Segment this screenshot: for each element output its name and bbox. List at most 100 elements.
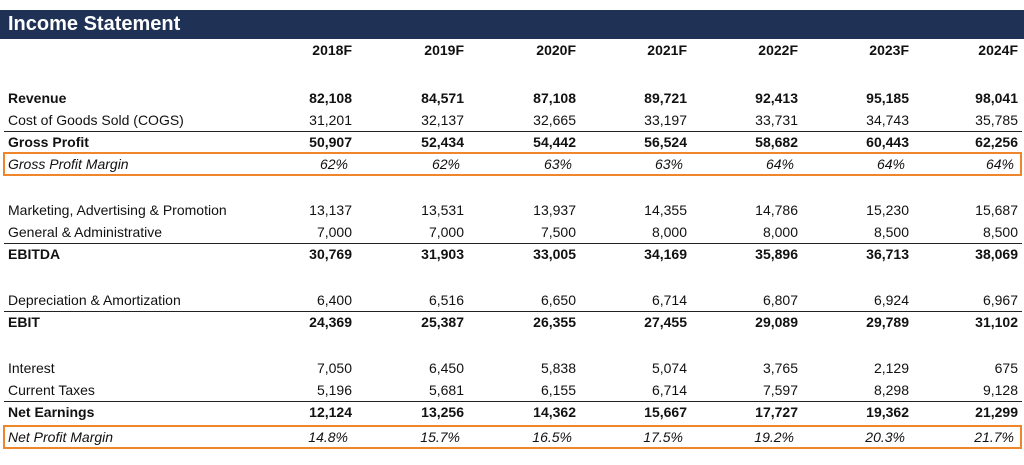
- cell-value: 20.3%: [865, 429, 905, 445]
- row-label: Interest: [8, 360, 55, 376]
- cell-value: 38,069: [975, 246, 1018, 262]
- cell-value: 24,369: [309, 314, 352, 330]
- cell-value: 32,137: [421, 112, 464, 128]
- cell-value: 3,765: [762, 360, 798, 376]
- highlight-box: [3, 152, 1022, 176]
- cell-value: 12,124: [309, 404, 352, 420]
- cell-value: 64%: [765, 156, 794, 172]
- cell-value: 7,597: [762, 382, 798, 398]
- cell-value: 15,687: [975, 202, 1018, 218]
- cell-value: 27,455: [644, 314, 687, 330]
- row-label: Net Profit Margin: [8, 429, 114, 445]
- cell-value: 17,727: [755, 404, 798, 420]
- cell-value: 19.2%: [754, 429, 794, 445]
- cell-value: 25,387: [421, 314, 464, 330]
- cell-value: 2,129: [873, 360, 909, 376]
- row-label: EBITDA: [8, 246, 61, 262]
- cell-value: 6,400: [316, 292, 352, 308]
- cell-value: 13,531: [421, 202, 464, 218]
- cell-value: 63%: [654, 156, 683, 172]
- column-header: 2019F: [424, 42, 464, 58]
- cell-value: 35,785: [975, 112, 1018, 128]
- cell-value: 35,896: [755, 246, 798, 262]
- cell-value: 8,000: [651, 224, 687, 240]
- cell-value: 15,667: [644, 404, 687, 420]
- title-bar: Income Statement: [0, 10, 1024, 39]
- row-rule: [4, 401, 1022, 402]
- cell-value: 56,524: [644, 134, 687, 150]
- cell-value: 8,500: [982, 224, 1018, 240]
- cell-value: 6,450: [428, 360, 464, 376]
- row-label: Net Earnings: [8, 404, 95, 420]
- column-header: 2021F: [647, 42, 687, 58]
- cell-value: 13,137: [309, 202, 352, 218]
- column-header: 2022F: [758, 42, 798, 58]
- cell-value: 89,721: [644, 90, 687, 106]
- cell-value: 84,571: [421, 90, 464, 106]
- cell-value: 6,967: [982, 292, 1018, 308]
- cell-value: 14,355: [644, 202, 687, 218]
- cell-value: 60,443: [866, 134, 909, 150]
- cell-value: 36,713: [866, 246, 909, 262]
- cell-value: 6,924: [873, 292, 909, 308]
- cell-value: 5,196: [316, 382, 352, 398]
- cell-value: 7,000: [428, 224, 464, 240]
- cell-value: 58,682: [755, 134, 798, 150]
- cell-value: 8,298: [873, 382, 909, 398]
- cell-value: 62%: [319, 156, 348, 172]
- cell-value: 31,201: [309, 112, 352, 128]
- cell-value: 33,197: [644, 112, 687, 128]
- cell-value: 31,903: [421, 246, 464, 262]
- row-label: Cost of Goods Sold (COGS): [8, 112, 184, 128]
- row-label: Gross Profit: [8, 134, 89, 150]
- cell-value: 7,500: [540, 224, 576, 240]
- cell-value: 26,355: [533, 314, 576, 330]
- cell-value: 87,108: [533, 90, 576, 106]
- cell-value: 17.5%: [643, 429, 683, 445]
- cell-value: 7,050: [316, 360, 352, 376]
- cell-value: 6,714: [651, 382, 687, 398]
- cell-value: 6,714: [651, 292, 687, 308]
- cell-value: 16.5%: [532, 429, 572, 445]
- row-label: Marketing, Advertising & Promotion: [8, 202, 227, 218]
- cell-value: 15,230: [866, 202, 909, 218]
- cell-value: 13,937: [533, 202, 576, 218]
- cell-value: 8,000: [762, 224, 798, 240]
- cell-value: 34,169: [644, 246, 687, 262]
- cell-value: 14,362: [533, 404, 576, 420]
- cell-value: 62%: [431, 156, 460, 172]
- row-label: Current Taxes: [8, 382, 95, 398]
- cell-value: 6,650: [540, 292, 576, 308]
- cell-value: 62,256: [975, 134, 1018, 150]
- column-header: 2018F: [312, 42, 352, 58]
- cell-value: 29,789: [866, 314, 909, 330]
- cell-value: 675: [994, 360, 1018, 376]
- cell-value: 29,089: [755, 314, 798, 330]
- cell-value: 5,681: [428, 382, 464, 398]
- row-rule: [4, 131, 1022, 132]
- cell-value: 7,000: [316, 224, 352, 240]
- cell-value: 33,731: [755, 112, 798, 128]
- row-label: Revenue: [8, 90, 67, 106]
- row-rule: [4, 311, 1022, 312]
- cell-value: 64%: [876, 156, 905, 172]
- cell-value: 21.7%: [974, 429, 1014, 445]
- cell-value: 6,516: [428, 292, 464, 308]
- cell-value: 82,108: [309, 90, 352, 106]
- cell-value: 13,256: [421, 404, 464, 420]
- cell-value: 54,442: [533, 134, 576, 150]
- cell-value: 30,769: [309, 246, 352, 262]
- cell-value: 33,005: [533, 246, 576, 262]
- cell-value: 63%: [543, 156, 572, 172]
- row-label: Depreciation & Amortization: [8, 292, 181, 308]
- highlight-box: [3, 425, 1022, 449]
- cell-value: 21,299: [975, 404, 1018, 420]
- cell-value: 31,102: [975, 314, 1018, 330]
- cell-value: 64%: [985, 156, 1014, 172]
- row-label: Gross Profit Margin: [8, 156, 129, 172]
- cell-value: 9,128: [982, 382, 1018, 398]
- cell-value: 14.8%: [308, 429, 348, 445]
- cell-value: 50,907: [309, 134, 352, 150]
- column-header: 2024F: [978, 42, 1018, 58]
